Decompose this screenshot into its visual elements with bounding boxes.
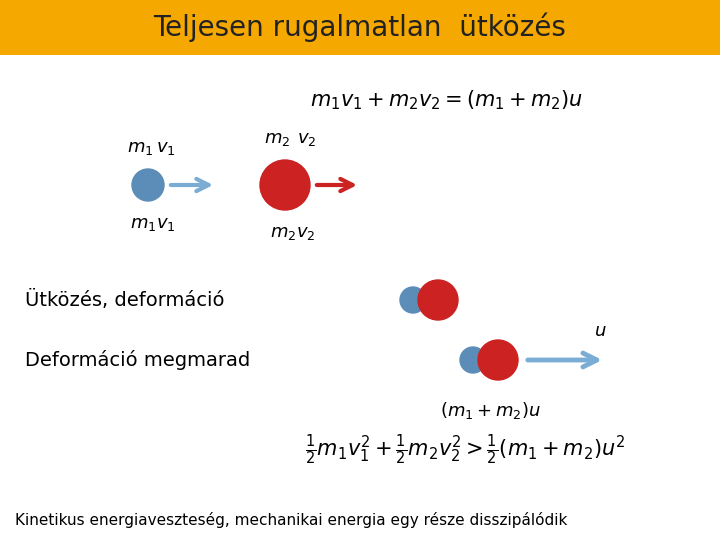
Circle shape (460, 347, 486, 373)
Bar (0, 0, 720, 55)
Circle shape (478, 340, 518, 380)
Circle shape (132, 169, 164, 201)
Text: $(m_1+m_2)u$: $(m_1+m_2)u$ (440, 400, 541, 421)
Text: $m_1v_1$: $m_1v_1$ (130, 215, 176, 233)
Text: $m_2$: $m_2$ (264, 130, 290, 148)
Text: Teljesen rugalmatlan  ütközés: Teljesen rugalmatlan ütközés (153, 13, 567, 42)
Text: $m_2v_2$: $m_2v_2$ (270, 224, 316, 242)
Text: $m_1$: $m_1$ (127, 139, 153, 157)
Circle shape (418, 280, 458, 320)
Text: $v_2$: $v_2$ (297, 130, 317, 148)
Text: $\frac{1}{2}m_1v_1^2+\frac{1}{2}m_2v_2^2 > \frac{1}{2}(m_1+m_2)u^2$: $\frac{1}{2}m_1v_1^2+\frac{1}{2}m_2v_2^2… (305, 433, 626, 467)
Circle shape (400, 287, 426, 313)
Text: Kinetikus energiaveszteség, mechanikai energia egy része disszipálódik: Kinetikus energiaveszteség, mechanikai e… (15, 512, 567, 528)
Text: $v_1$: $v_1$ (156, 139, 176, 157)
Text: Deformáció megmarad: Deformáció megmarad (25, 350, 251, 370)
Text: $m_1v_1 + m_2v_2 = (m_1+m_2)u$: $m_1v_1 + m_2v_2 = (m_1+m_2)u$ (310, 88, 583, 112)
Text: Ütközés, deformáció: Ütközés, deformáció (25, 290, 225, 310)
Text: $u$: $u$ (594, 322, 606, 340)
Circle shape (260, 160, 310, 210)
